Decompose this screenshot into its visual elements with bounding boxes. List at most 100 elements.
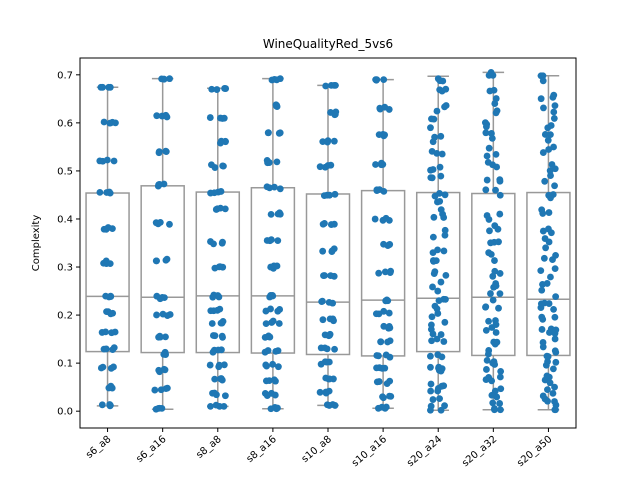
- data-point: [491, 257, 498, 264]
- data-point: [539, 339, 547, 346]
- data-point: [330, 137, 338, 145]
- data-point: [108, 329, 116, 337]
- data-point: [437, 331, 445, 338]
- data-point: [539, 149, 547, 156]
- data-point: [219, 238, 226, 246]
- data-point: [212, 401, 220, 409]
- data-point: [496, 290, 504, 298]
- data-point: [331, 190, 339, 198]
- data-point: [267, 236, 275, 244]
- data-point: [437, 132, 445, 140]
- data-point: [550, 115, 558, 122]
- data-point: [442, 271, 450, 279]
- data-point: [547, 273, 554, 281]
- data-point: [208, 320, 216, 327]
- data-point: [273, 103, 281, 110]
- data-point: [434, 287, 442, 295]
- data-point: [385, 322, 393, 330]
- data-point: [551, 313, 559, 321]
- data-point: [321, 272, 328, 279]
- data-point: [107, 293, 115, 300]
- data-point: [429, 396, 437, 403]
- data-point: [96, 188, 104, 196]
- data-point: [211, 332, 219, 340]
- y-axis-label: Complexity: [31, 215, 42, 272]
- data-point: [437, 206, 445, 214]
- y-tick-label: 0.6: [57, 118, 73, 129]
- data-point: [496, 400, 504, 407]
- data-point: [496, 176, 504, 184]
- data-point: [372, 161, 379, 168]
- data-point: [547, 229, 555, 237]
- data-point: [538, 206, 546, 214]
- data-point: [551, 182, 558, 190]
- data-point: [537, 300, 545, 308]
- data-point: [539, 392, 547, 400]
- y-tick-label: 0.0: [57, 407, 73, 418]
- data-point: [496, 373, 504, 381]
- data-point: [549, 256, 556, 264]
- data-point: [263, 392, 271, 399]
- data-point: [107, 364, 115, 372]
- data-point: [489, 399, 497, 407]
- data-point: [162, 111, 170, 119]
- data-point: [482, 129, 490, 137]
- data-point: [264, 159, 271, 167]
- data-point: [545, 300, 553, 307]
- data-point: [441, 318, 449, 326]
- data-point: [427, 380, 435, 388]
- data-point: [483, 176, 491, 184]
- data-point: [430, 213, 438, 221]
- data-point: [441, 231, 449, 239]
- data-point: [210, 240, 217, 248]
- data-point: [385, 241, 393, 249]
- data-point: [540, 104, 547, 112]
- data-point: [380, 240, 387, 248]
- y-tick-label: 0.1: [57, 359, 73, 370]
- data-point: [161, 366, 169, 374]
- data-point: [97, 364, 105, 372]
- data-point: [543, 352, 551, 360]
- data-point: [112, 119, 119, 127]
- data-point: [492, 186, 499, 194]
- data-point: [493, 338, 501, 346]
- data-point: [155, 404, 162, 412]
- data-point: [316, 388, 324, 396]
- data-point: [326, 315, 334, 323]
- data-point: [482, 303, 489, 311]
- data-point: [379, 216, 387, 224]
- data-point: [160, 75, 168, 83]
- data-point: [547, 131, 554, 138]
- data-point: [372, 76, 380, 84]
- data-point: [433, 305, 441, 313]
- data-point: [495, 238, 502, 246]
- data-point: [220, 402, 228, 410]
- data-point: [208, 85, 216, 93]
- data-point: [385, 309, 393, 317]
- data-point: [323, 358, 331, 366]
- data-point: [327, 221, 335, 228]
- data-point: [539, 281, 546, 288]
- data-point: [107, 310, 115, 318]
- data-point: [316, 163, 324, 171]
- data-point: [483, 152, 491, 160]
- data-point: [207, 402, 214, 410]
- data-point: [275, 320, 283, 327]
- data-point: [375, 131, 383, 139]
- data-point: [327, 272, 335, 280]
- data-point: [428, 174, 436, 182]
- data-point: [161, 294, 168, 302]
- strip-points-s10_a8: [316, 81, 340, 409]
- data-point: [216, 305, 224, 313]
- data-point: [320, 192, 328, 200]
- data-point: [375, 378, 383, 385]
- data-point: [486, 227, 493, 235]
- data-point: [269, 360, 277, 368]
- strip-points-s6_a16: [151, 75, 174, 413]
- data-point: [371, 215, 379, 223]
- data-point: [436, 197, 444, 205]
- data-point: [550, 108, 558, 116]
- data-point: [262, 377, 270, 385]
